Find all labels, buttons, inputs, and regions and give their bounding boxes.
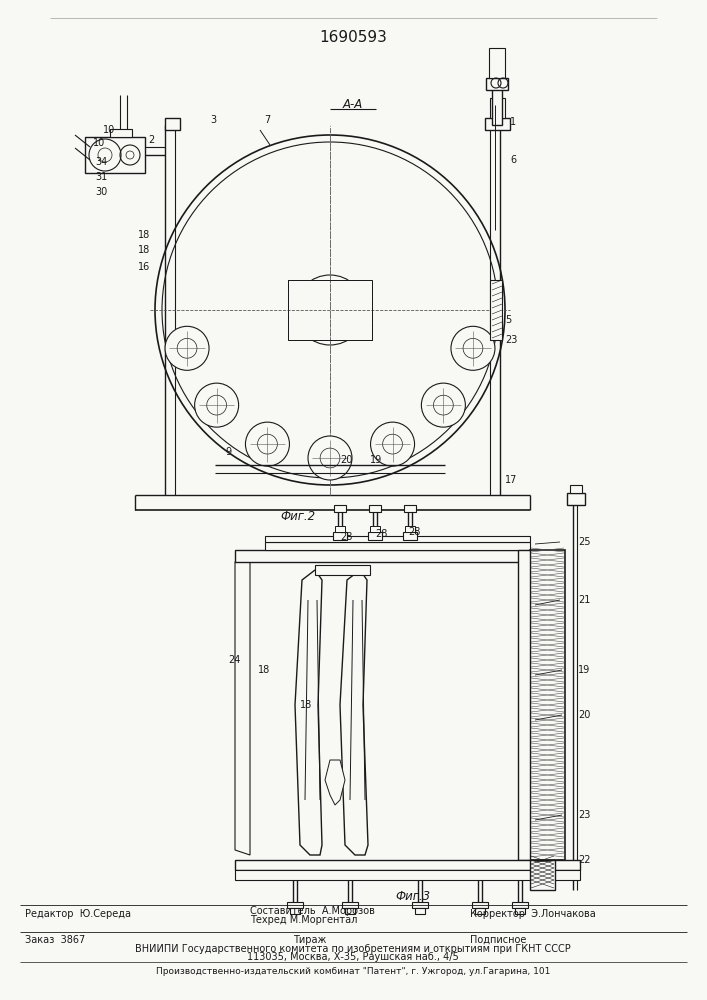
- Text: 23: 23: [505, 335, 518, 345]
- Bar: [412, 902, 428, 908]
- Text: 16: 16: [138, 262, 151, 272]
- Text: 24: 24: [228, 655, 240, 665]
- Text: Редактор  Ю.Середа: Редактор Ю.Середа: [25, 909, 131, 919]
- Text: 3: 3: [210, 115, 216, 125]
- Text: 28: 28: [408, 527, 421, 537]
- Text: 20: 20: [340, 455, 352, 465]
- Bar: [333, 532, 347, 540]
- Circle shape: [194, 383, 239, 427]
- Text: 17: 17: [505, 475, 518, 485]
- Text: 2: 2: [148, 135, 154, 145]
- Bar: [315, 565, 370, 575]
- Bar: [490, 98, 505, 118]
- Text: 23: 23: [578, 810, 590, 820]
- Text: 18: 18: [138, 245, 151, 255]
- Text: 10: 10: [103, 125, 115, 135]
- Bar: [265, 542, 530, 550]
- Text: Тираж: Тираж: [293, 935, 327, 945]
- Bar: [342, 902, 358, 908]
- Bar: [570, 485, 582, 493]
- Text: Составитель  А.Морозов: Составитель А.Морозов: [250, 906, 375, 916]
- Polygon shape: [325, 760, 345, 805]
- Bar: [165, 118, 180, 130]
- Text: Производственно-издательский комбинат "Патент", г. Ужгород, ул.Гагарина, 101: Производственно-издательский комбинат "П…: [156, 968, 550, 976]
- Polygon shape: [295, 570, 322, 855]
- Bar: [515, 908, 525, 914]
- Text: 1: 1: [510, 117, 516, 127]
- Bar: [288, 280, 372, 340]
- Text: 18: 18: [138, 230, 151, 240]
- Bar: [235, 860, 580, 870]
- Bar: [486, 78, 508, 90]
- Text: 22: 22: [578, 855, 590, 865]
- Polygon shape: [340, 570, 368, 855]
- Text: 19: 19: [370, 455, 382, 465]
- Text: 7: 7: [264, 115, 270, 125]
- Bar: [415, 908, 425, 914]
- Bar: [85, 137, 145, 173]
- Text: Подписное: Подписное: [470, 935, 527, 945]
- Circle shape: [421, 383, 465, 427]
- Bar: [530, 860, 555, 890]
- Text: 28: 28: [340, 532, 352, 542]
- Bar: [492, 85, 502, 125]
- Bar: [475, 908, 485, 914]
- Text: Фиг.3: Фиг.3: [395, 890, 430, 904]
- Text: 6: 6: [510, 155, 516, 165]
- Bar: [335, 526, 345, 532]
- Bar: [518, 550, 530, 860]
- Bar: [370, 526, 380, 532]
- Text: 1690593: 1690593: [319, 29, 387, 44]
- Bar: [403, 532, 417, 540]
- Bar: [265, 536, 530, 542]
- Bar: [368, 532, 382, 540]
- Text: 34: 34: [95, 157, 107, 167]
- Circle shape: [165, 326, 209, 370]
- Bar: [567, 493, 585, 505]
- Bar: [369, 505, 381, 512]
- Circle shape: [245, 422, 289, 466]
- Text: 18: 18: [258, 665, 270, 675]
- Text: Фиг.2: Фиг.2: [280, 510, 315, 524]
- Text: Техред М.Моргентал: Техред М.Моргентал: [250, 915, 357, 925]
- Text: 5: 5: [505, 315, 511, 325]
- Circle shape: [308, 436, 352, 480]
- Text: 28: 28: [375, 529, 387, 539]
- Bar: [512, 902, 528, 908]
- Bar: [530, 550, 565, 860]
- Text: 113035, Москва, Х-35, Раушская наб., 4/5: 113035, Москва, Х-35, Раушская наб., 4/5: [247, 952, 459, 962]
- Bar: [288, 280, 372, 340]
- Bar: [235, 870, 580, 880]
- Bar: [334, 505, 346, 512]
- Text: 19: 19: [578, 665, 590, 675]
- Bar: [404, 505, 416, 512]
- Bar: [290, 908, 300, 914]
- Bar: [405, 526, 415, 532]
- Text: А-А: А-А: [343, 99, 363, 111]
- Bar: [110, 129, 132, 137]
- Text: 21: 21: [578, 595, 590, 605]
- Text: 20: 20: [578, 710, 590, 720]
- Text: 31: 31: [95, 172, 107, 182]
- Text: 30: 30: [95, 187, 107, 197]
- Text: 9: 9: [225, 447, 231, 457]
- Text: Заказ  3867: Заказ 3867: [25, 935, 86, 945]
- Circle shape: [451, 326, 495, 370]
- Bar: [490, 280, 502, 340]
- Text: 10: 10: [93, 138, 105, 148]
- Circle shape: [370, 422, 414, 466]
- Text: 25: 25: [578, 537, 590, 547]
- Bar: [489, 48, 505, 78]
- Bar: [235, 550, 530, 562]
- Bar: [485, 118, 510, 130]
- Bar: [472, 902, 488, 908]
- Text: Корректор  Э.Лончакова: Корректор Э.Лончакова: [470, 909, 596, 919]
- Text: ВНИИПИ Государственного комитета по изобретениям и открытиям при ГКНТ СССР: ВНИИПИ Государственного комитета по изоб…: [135, 944, 571, 954]
- Text: 18: 18: [300, 700, 312, 710]
- Bar: [345, 908, 355, 914]
- Bar: [287, 902, 303, 908]
